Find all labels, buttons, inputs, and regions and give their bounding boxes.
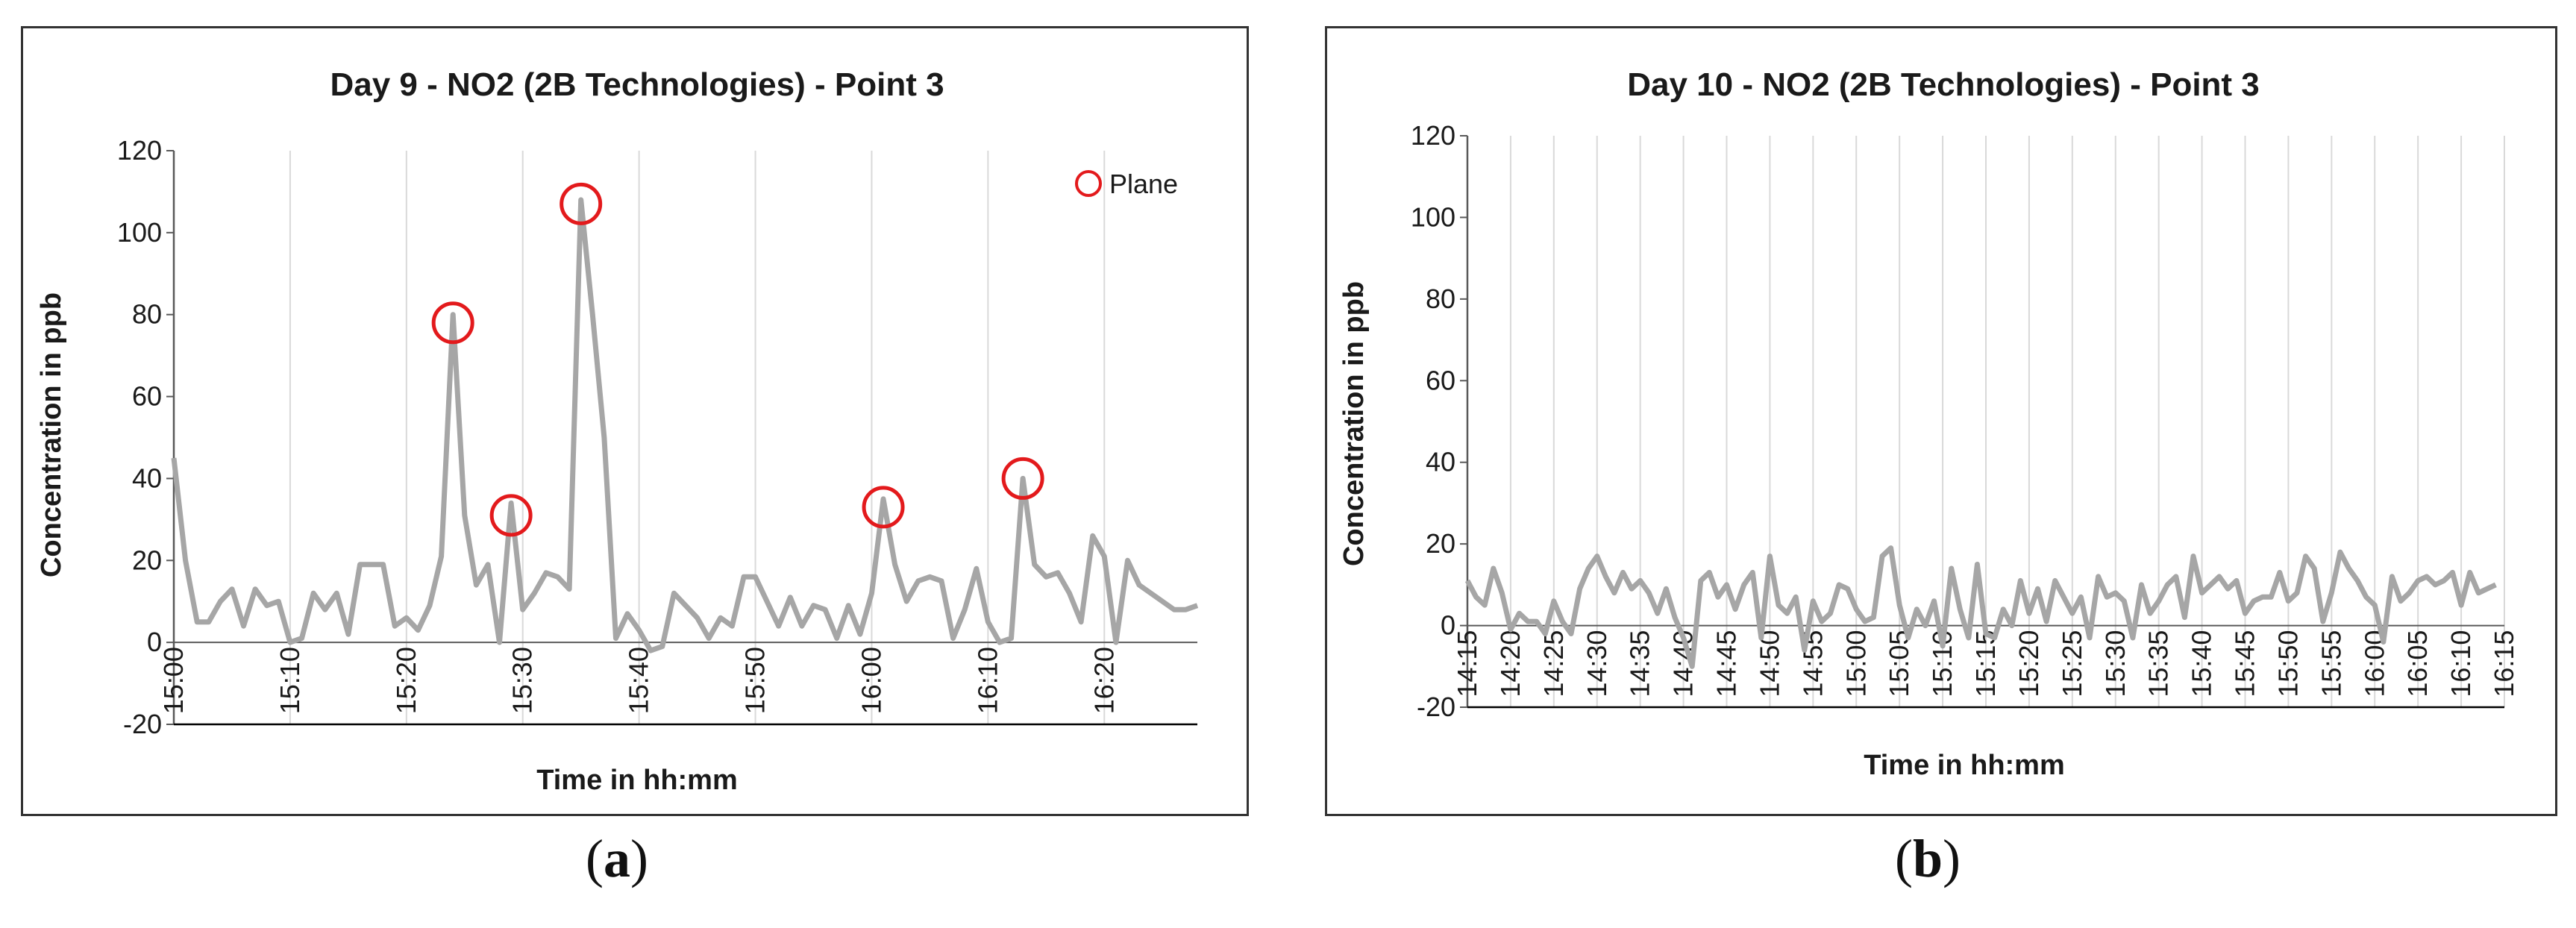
chart-b-xtick-label: 14:15: [1452, 630, 1482, 697]
chart-a-xtick-label: 15:40: [624, 647, 654, 714]
chart-a-ytick-label: 60: [132, 381, 162, 412]
chart-b-ytick-label: -20: [1417, 692, 1455, 722]
panel-label-b-letter: b: [1912, 829, 1943, 888]
chart-b-xtick-label: 15:55: [2316, 630, 2346, 697]
chart-b-ytick-label: 100: [1411, 201, 1455, 232]
legend-plane-marker-icon: [1075, 170, 1102, 197]
chart-a-ytick-label: 120: [117, 135, 162, 166]
chart-a-xtick-label: 16:10: [972, 647, 1003, 714]
chart-a-xtick-label: 15:50: [740, 647, 771, 714]
legend-plane-label: Plane: [1109, 169, 1178, 199]
chart-a-xtick-label: 16:20: [1088, 647, 1119, 714]
chart-a-legend: Plane: [1075, 169, 1178, 199]
chart-b-ytick-label: 120: [1411, 120, 1455, 151]
chart-b-xtick-label: 15:45: [2230, 630, 2260, 697]
chart-a-plane-marker: [489, 494, 533, 537]
chart-a-ytick-label: -20: [123, 709, 162, 739]
panel-label-b: (b): [1895, 829, 1961, 888]
chart-a-xtick-label: 15:00: [158, 647, 189, 714]
chart-a-ytick-label: 20: [132, 545, 162, 575]
chart-a-xtick-label: 15:10: [275, 647, 305, 714]
chart-panel-b: Day 10 - NO2 (2B Technologies) - Point 3…: [1325, 26, 2557, 816]
chart-b-xtick-label: 16:15: [2489, 630, 2519, 697]
chart-a-xtick-label: 15:30: [507, 647, 538, 714]
chart-a-ytick-label: 100: [117, 217, 162, 248]
chart-b-xtick-label: 14:35: [1625, 630, 1655, 697]
chart-a-plane-marker: [1001, 457, 1044, 500]
chart-b-xtick-label: 14:25: [1538, 630, 1569, 697]
chart-b-svg: Day 10 - NO2 (2B Technologies) - Point 3…: [1338, 66, 2519, 781]
chart-b-xtick-label: 16:05: [2402, 630, 2433, 697]
chart-a-ytick-label: 80: [132, 299, 162, 330]
chart-b-ytick-label: 20: [1426, 528, 1455, 559]
chart-a-ytick-label: 40: [132, 463, 162, 493]
chart-b-xtick-label: 15:00: [1840, 630, 1871, 697]
chart-b-ylabel: Concentration in ppb: [1338, 281, 1370, 566]
chart-a-grid: [166, 150, 1197, 726]
chart-b-xtick-label: 15:35: [2143, 630, 2174, 697]
chart-a-ylabel: Concentration in ppb: [36, 292, 67, 577]
chart-a-series-line: [171, 197, 1199, 653]
panel-label-a: (a): [586, 829, 648, 888]
chart-a-xtick-label: 15:20: [391, 647, 422, 714]
chart-b-xtick-label: 15:50: [2272, 630, 2303, 697]
chart-b-xtick-label: 14:50: [1754, 630, 1784, 697]
chart-b-series-line: [1464, 545, 2497, 669]
chart-b-xtick-label: 15:20: [2014, 630, 2044, 697]
chart-b-ytick-label: 80: [1426, 283, 1455, 314]
chart-a-xtick-label: 16:00: [856, 647, 886, 714]
chart-b-xtick-label: 14:20: [1495, 630, 1526, 697]
chart-b-grid: [1460, 135, 2505, 709]
chart-b-xtick-label: 15:15: [1970, 630, 2001, 697]
chart-b-xlabel: Time in hh:mm: [1864, 750, 2065, 781]
chart-b-xtick-label: 15:05: [1884, 630, 1914, 697]
chart-a-ytick-label: 0: [147, 627, 162, 657]
chart-b-xtick-label: 15:30: [2100, 630, 2131, 697]
chart-b-ytick-label: 40: [1426, 447, 1455, 477]
chart-b-ytick-label: 60: [1426, 365, 1455, 395]
chart-b-title: Day 10 - NO2 (2B Technologies) - Point 3: [1627, 66, 2260, 103]
panel-label-a-letter: a: [603, 829, 630, 888]
chart-a-plane-marker: [431, 301, 474, 345]
chart-b-xtick-label: 16:10: [2445, 630, 2476, 697]
chart-a-xlabel: Time in hh:mm: [536, 765, 738, 796]
chart-b-ytick-label: 0: [1441, 610, 1455, 641]
chart-b-xtick-label: 14:45: [1711, 630, 1742, 697]
chart-b-xtick-label: 15:25: [2057, 630, 2087, 697]
chart-a-plane-marker: [862, 486, 905, 529]
chart-a-plane-marker: [560, 182, 603, 225]
chart-a-svg: Day 9 - NO2 (2B Technologies) - Point 3 …: [36, 66, 1199, 796]
chart-b-xtick-label: 14:30: [1582, 630, 1612, 697]
chart-panel-a: Day 9 - NO2 (2B Technologies) - Point 3 …: [21, 26, 1249, 816]
chart-b-xtick-label: 15:40: [2187, 630, 2217, 697]
chart-a-title: Day 9 - NO2 (2B Technologies) - Point 3: [330, 66, 944, 103]
